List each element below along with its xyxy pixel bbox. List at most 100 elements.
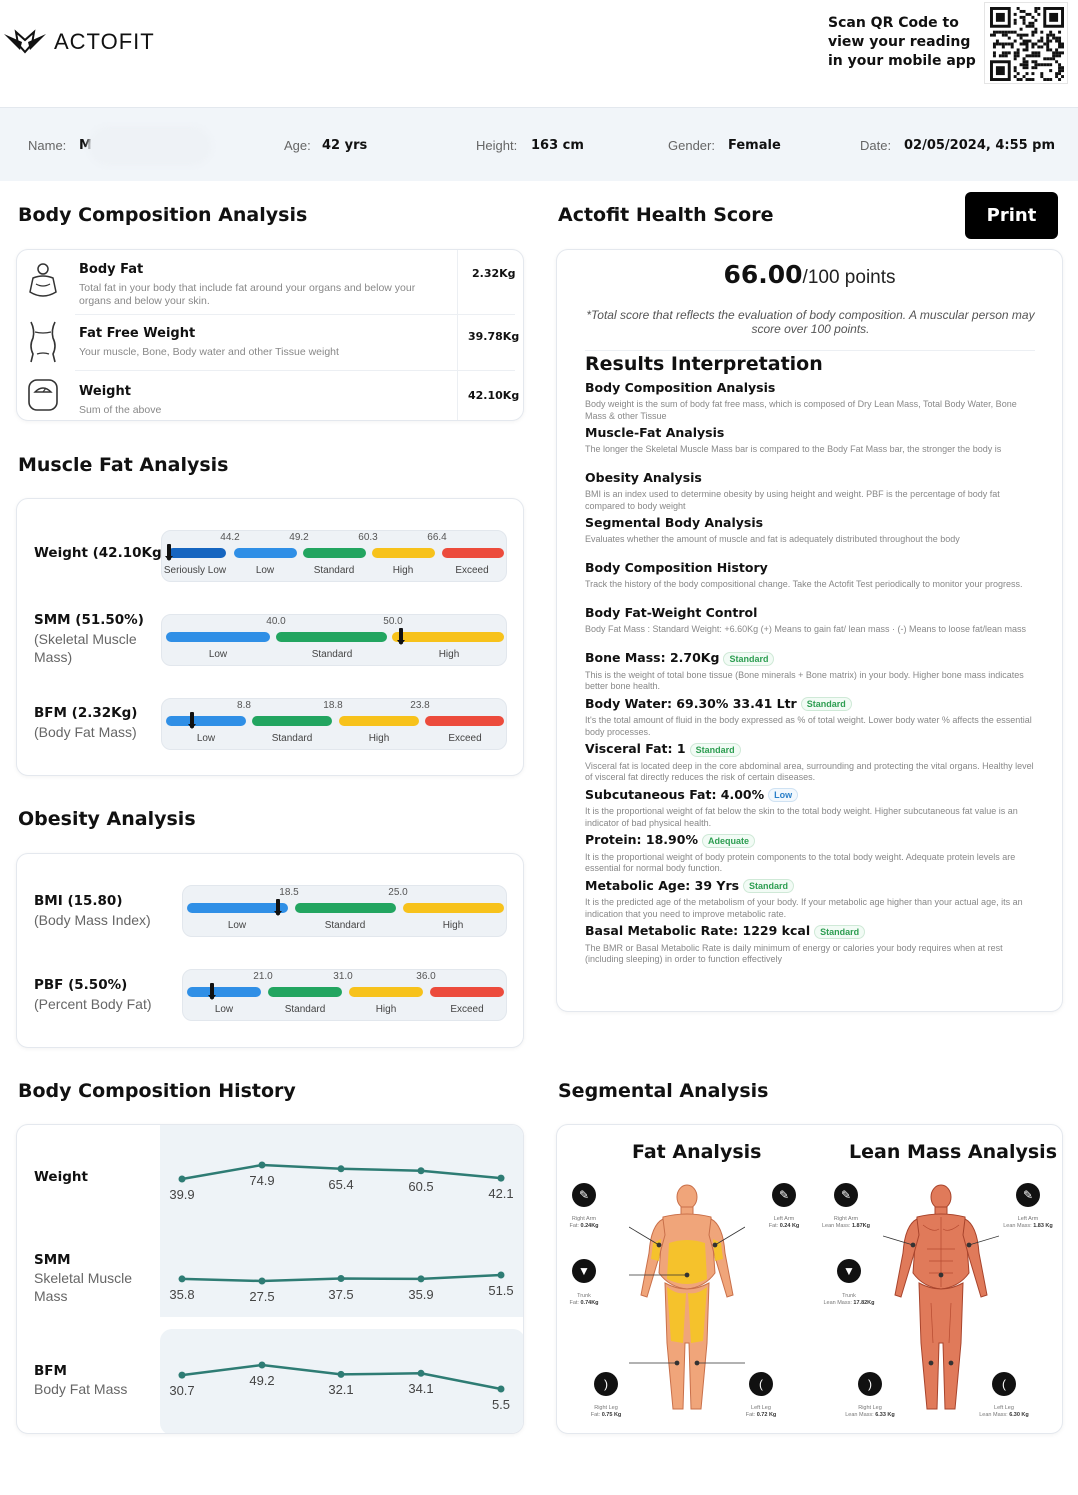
result-item-title: Obesity Analysis — [585, 470, 1035, 485]
result-item-desc: Body Fat Mass : Standard Weight: +6.60Kg… — [585, 624, 1027, 634]
bmi-seg-high — [403, 903, 504, 913]
lean-trunk-label: Trunk Lean Mass: 17.82Kg — [823, 1293, 875, 1306]
body-composition-card: Body Fat Total fat in your body that inc… — [16, 249, 524, 421]
date-value: 02/05/2024, 4:55 pm — [904, 138, 1056, 153]
left-leg-icon: ( — [749, 1372, 773, 1396]
weight-tick: 44.2 — [220, 532, 240, 543]
pbf-tick: 31.0 — [333, 971, 353, 982]
body-fat-title: Body Fat — [79, 262, 144, 277]
bfm-bar-panel: 8.8 18.8 23.8 Low Standard High Exceed — [161, 698, 507, 750]
history-value-label: 60.5 — [408, 1178, 434, 1194]
result-item-title: Body Composition Analysis — [585, 380, 1035, 395]
history-point — [417, 1369, 425, 1377]
result-item: Subcutaneous Fat: 4.00% Low It is the prop… — [585, 787, 1035, 830]
result-item-desc: Evaluates whether the amount of muscle a… — [585, 534, 960, 544]
history-point — [337, 1275, 345, 1282]
fat-right-leg-label: Right Leg Fat: 0.75 Kg — [590, 1405, 622, 1418]
bmi-tick: 25.0 — [388, 887, 408, 898]
pbf-zone: Standard — [284, 1004, 326, 1015]
result-item-title-text: Body Composition History — [585, 560, 768, 575]
result-item-title-text: Visceral Fat: 1 — [585, 741, 686, 756]
pbf-zone: Exceed — [450, 1004, 484, 1015]
age-label: Age: — [284, 138, 311, 153]
pbf-zone: High — [375, 1004, 397, 1015]
result-item: Muscle-Fat Analysis The longer the Skelet… — [585, 425, 1035, 467]
body-fat-desc: Total fat in your body that include fat … — [79, 282, 416, 307]
weight-seg-high — [372, 548, 435, 558]
weight-seg-standard — [303, 548, 366, 558]
score-value: 66.00 — [723, 260, 803, 289]
lean-right-arm-label: Right Arm Lean Mass: 1.87Kg — [821, 1216, 870, 1229]
bfm-zone: Exceed — [448, 733, 482, 744]
weight-bar-panel: 44.2 49.2 60.3 66.4 Seriously Low Low St… — [161, 530, 507, 582]
weight-title: Weight — [79, 384, 131, 399]
weight-tick: 60.3 — [358, 532, 378, 543]
status-badge: Standard — [814, 924, 866, 939]
brand-name: ACTOFIT — [54, 29, 155, 54]
result-item-title-text: Subcutaneous Fat: 4.00% — [585, 786, 765, 802]
history-point — [417, 1167, 425, 1175]
history-smm-label: SMM — [34, 1252, 71, 1268]
results-title: Results Interpretation — [585, 353, 823, 375]
segmental-card: Fat Analysis Lean Mass Analysis — [556, 1124, 1063, 1434]
status-badge: Standard — [723, 651, 775, 666]
weight-seg-low — [234, 548, 297, 558]
result-item-title-text: Body Water: 69.30% 33.41 Ltr — [585, 695, 797, 711]
bfm-tick: 23.8 — [410, 700, 430, 711]
result-item: Basal Metabolic Rate: 1229 kcal Standard T… — [585, 923, 1035, 966]
fat-analysis-title: Fat Analysis — [632, 1141, 762, 1163]
smm-bar-sublabel: (Skeletal Muscle Mass) — [34, 631, 137, 665]
history-value-labels: 39.9 74.9 65.4 60.5 42.1 35.8 27.5 37.5 35.9 51.5… — [17, 1125, 523, 1433]
result-item-title-text: Protein: 18.90% — [585, 832, 698, 847]
gender-label: Gender: — [668, 138, 715, 153]
smm-marker — [397, 628, 405, 645]
weight-marker — [165, 544, 173, 561]
fat-body-figure — [629, 1184, 745, 1410]
history-point — [178, 1275, 186, 1283]
bmi-bar-label: BMI (15.80) — [34, 893, 123, 909]
pbf-bar-panel: 21.0 31.0 36.0 Low Standard High Exceed — [182, 969, 507, 1021]
history-point — [258, 1277, 266, 1285]
history-value-label: 35.9 — [408, 1286, 434, 1302]
health-score-card: 66.00/100 points *Total score that refle… — [556, 249, 1063, 1012]
pbf-zone: Low — [214, 1004, 234, 1015]
bmi-seg-low — [187, 903, 288, 913]
fat-free-body-icon — [30, 321, 56, 363]
result-item-desc: Body weight is the sum of body fat free … — [585, 399, 1017, 421]
history-value-label: 34.1 — [408, 1381, 434, 1397]
pbf-tick: 36.0 — [416, 971, 436, 982]
results-list: Body Composition Analysis Body weight is … — [585, 380, 1035, 969]
history-chart-bg-top — [160, 1125, 523, 1317]
height-label: Height: — [476, 138, 518, 153]
smm-seg-standard — [276, 632, 387, 642]
result-item-title: Subcutaneous Fat: 4.00% Low — [585, 786, 1035, 802]
bfm-tick: 18.8 — [323, 700, 343, 711]
result-item-desc: The BMR or Basal Metabolic Rate is daily… — [585, 942, 1003, 965]
left-arm-icon: ✎ — [1016, 1183, 1040, 1207]
result-item-desc: It's the total amount of fluid in the bo… — [585, 715, 1032, 737]
history-point — [178, 1175, 186, 1183]
scan-qr-text: Scan QR Code to view your reading in you… — [828, 15, 976, 69]
result-item-title: Bone Mass: 2.70Kg Standard — [585, 650, 1035, 666]
lean-mass-title: Lean Mass Analysis — [849, 1141, 1057, 1163]
result-item-title-text: Obesity Analysis — [585, 470, 702, 485]
score-suffix: /100 points — [802, 267, 896, 288]
smm-zone: Standard — [311, 649, 353, 660]
fat-free-weight-desc: Your muscle, Bone, Body water and other … — [79, 346, 339, 358]
result-item-title: Basal Metabolic Rate: 1229 kcal Standard — [585, 923, 1035, 939]
weight-tick: 66.4 — [427, 532, 447, 543]
obesity-card: BMI (15.80) (Body Mass Index) 18.5 25.0 … — [16, 853, 524, 1048]
print-button[interactable]: Print — [965, 192, 1058, 239]
history-point — [258, 1161, 266, 1169]
bfm-tick: 8.8 — [237, 700, 251, 711]
history-point — [497, 1271, 505, 1279]
weight-tick: 49.2 — [289, 532, 309, 543]
bfm-seg-standard — [252, 716, 332, 726]
weight-desc: Sum of the above — [79, 404, 162, 416]
pbf-seg-exceed — [430, 987, 504, 997]
smm-bar-label: SMM (51.50%) — [34, 612, 144, 628]
qr-code[interactable] — [984, 2, 1068, 84]
status-badge: Low — [768, 788, 799, 802]
result-item-title: Body Fat-Weight Control — [585, 605, 1035, 620]
history-smm-sublabel: Skeletal Muscle Mass — [34, 1270, 133, 1304]
